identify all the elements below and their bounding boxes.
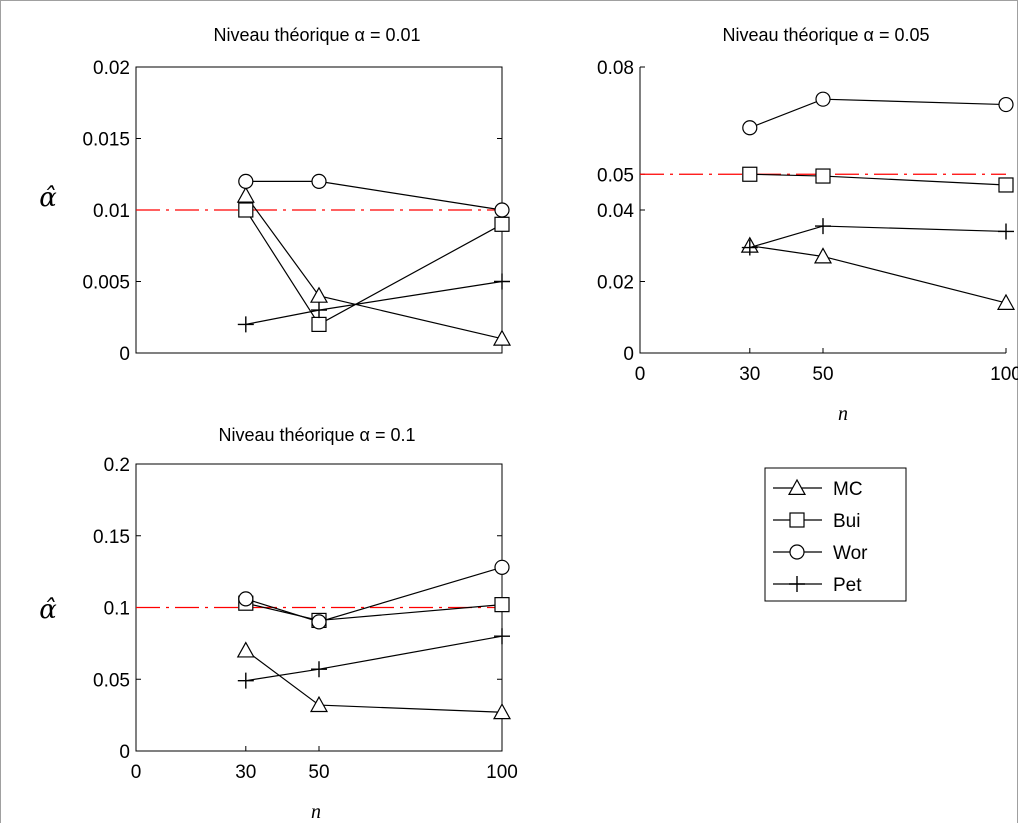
y-tick-label: 0.1: [104, 599, 130, 620]
data-point-square: [742, 166, 758, 182]
data-point-plus: [237, 316, 254, 333]
legend-marker-square: [789, 512, 805, 528]
data-point-square: [238, 202, 254, 218]
x-axis-label: n: [838, 403, 848, 425]
y-tick-label: 0.02: [93, 58, 130, 79]
data-point-square: [998, 177, 1014, 193]
panel-alpha-005: Niveau théorique α = 0.05 n 0 0.02 0.04 0.0…: [597, 25, 1018, 425]
data-point-diamond: [311, 173, 327, 189]
y-tick-label: 0.2: [104, 455, 130, 476]
y-tick-label: 0.08: [597, 58, 634, 79]
data-point-square: [311, 316, 327, 332]
data-point-diamond: [238, 173, 254, 189]
x-tick-label: 100: [990, 364, 1018, 385]
data-point-plus: [815, 218, 831, 235]
y-tick-label: 0.04: [597, 201, 634, 222]
data-point-diamond: [494, 559, 510, 575]
data-point-plus: [494, 628, 510, 645]
data-point-diamond: [311, 614, 327, 630]
data-point-triangle: [492, 703, 512, 720]
legend-marker-plus: [789, 576, 805, 592]
data-point-triangle: [236, 186, 255, 203]
x-tick-label: 30: [739, 364, 760, 385]
x-tick-label: 50: [812, 364, 833, 385]
legend-box: [764, 467, 907, 602]
panel-title: Niveau théorique α = 0.05: [722, 25, 929, 45]
y-tick-label: 0: [623, 344, 634, 365]
data-point-square: [815, 168, 831, 184]
legend: MC Bui Wor Pet: [764, 467, 907, 602]
data-point-square: [494, 597, 510, 613]
data-point-plus: [311, 302, 327, 319]
panel-alpha-01: Niveau théorique α = 0.1 α̂ n 0 0.05 0.1 0.…: [39, 425, 518, 823]
x-tick-label: 0: [131, 762, 142, 783]
data-point-square: [494, 216, 510, 232]
x-tick-label: 50: [308, 762, 329, 783]
y-tick-label: 0: [119, 344, 130, 365]
y-tick-label: 0.05: [93, 670, 130, 691]
data-point-plus: [998, 223, 1014, 240]
data-point-diamond: [998, 96, 1014, 113]
panel-title: Niveau théorique α = 0.1: [218, 425, 415, 445]
data-point-diamond: [815, 91, 831, 107]
y-tick-label: 0.01: [93, 201, 130, 222]
data-point-triangle: [996, 293, 1016, 310]
data-point-triangle: [309, 695, 329, 713]
data-point-plus: [741, 239, 758, 256]
y-tick-label: 0.02: [597, 273, 634, 294]
data-point-diamond: [494, 202, 510, 218]
panel-alpha-001: Niveau théorique α = 0.01 α̂ 0 0.005 0.01 0…: [39, 25, 512, 365]
y-tick-label: 0.05: [597, 165, 634, 186]
x-tick-label: 30: [235, 762, 256, 783]
y-tick-label: 0.015: [82, 130, 130, 151]
x-axis-label: n: [311, 801, 321, 823]
data-point-plus: [237, 672, 254, 689]
legend-label: MC: [833, 479, 863, 500]
legend-marker-diamond: [789, 544, 805, 560]
x-tick-label: 0: [635, 364, 646, 385]
data-point-triangle: [236, 641, 255, 658]
data-point-plus: [494, 273, 510, 290]
data-point-plus: [311, 661, 327, 678]
legend-marker-triangle: [787, 478, 807, 495]
legend-label: Bui: [833, 511, 860, 532]
data-point-diamond: [238, 591, 254, 607]
data-point-diamond: [742, 120, 758, 136]
y-tick-label: 0.005: [82, 273, 130, 294]
data-point-triangle: [492, 329, 512, 346]
y-tick-label: 0.15: [93, 527, 130, 548]
y-axis-label: α̂: [39, 183, 57, 213]
data-point-triangle: [813, 247, 833, 264]
legend-label: Wor: [833, 543, 868, 564]
y-axis-label: α̂: [39, 595, 57, 625]
x-tick-label: 100: [486, 762, 518, 783]
y-tick-label: 0: [119, 742, 130, 763]
legend-label: Pet: [833, 575, 862, 596]
panel-title: Niveau théorique α = 0.01: [213, 25, 420, 45]
